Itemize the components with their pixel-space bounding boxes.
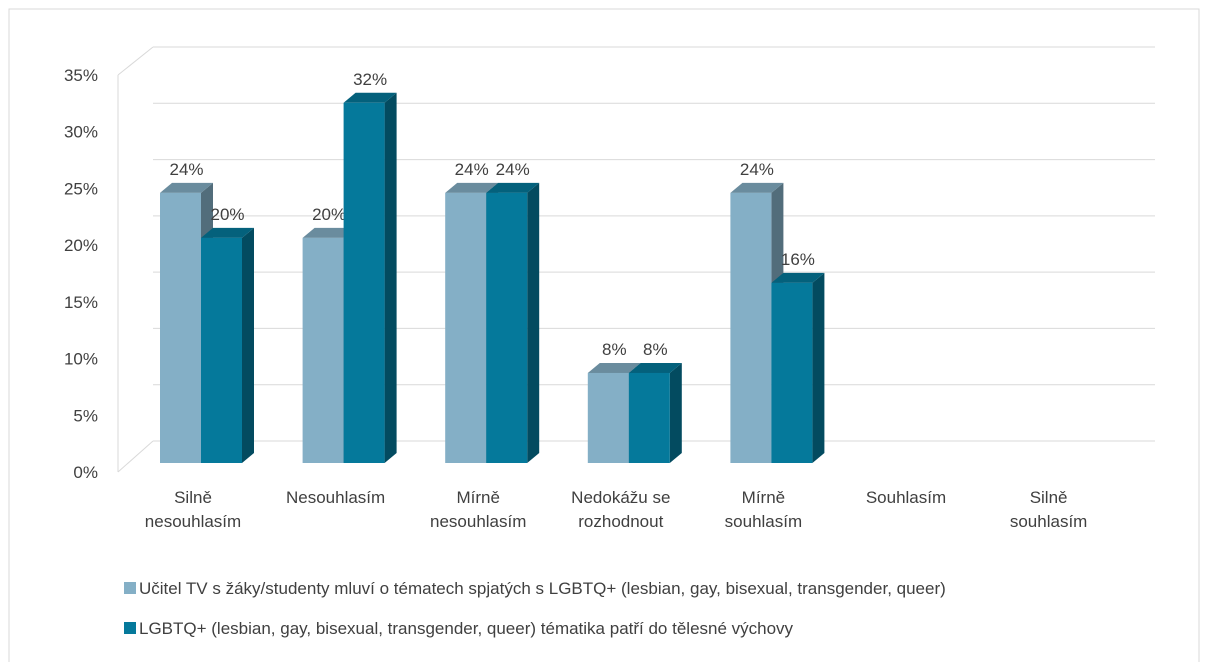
bar-front [201,237,242,463]
axis-wall [117,440,154,473]
bar-top [771,272,825,283]
bar-side [527,182,540,464]
bar-front [730,192,772,464]
bar-front [628,372,670,463]
bar-top [587,362,641,373]
value-label: 20% [210,205,244,224]
value-label: 8% [602,340,627,359]
x-tick-label: Silně souhlasím [1010,488,1087,531]
bar-top [201,227,254,238]
value-label: 24% [740,160,774,179]
bar-front [445,192,487,464]
value-label: 24% [496,160,530,179]
bar [201,227,254,463]
value-label: 20% [312,205,346,224]
value-label: 32% [353,70,387,89]
value-label: 24% [169,160,203,179]
y-tick-label: 20% [64,236,98,255]
x-tick-label: Souhlasím [866,488,946,507]
bar [628,362,682,463]
bar-top [486,182,540,193]
axis-wall [117,46,154,76]
bar-top [160,182,213,193]
bar-top [628,362,682,373]
y-tick-label: 30% [64,123,98,142]
bar [343,92,397,464]
y-tick-label: 5% [73,406,98,425]
legend-label: LGBTQ+ (lesbian, gay, bisexual, transgen… [139,619,794,638]
x-tick-label: Mírně nesouhlasím [430,488,526,531]
x-tick-label: Silně nesouhlasím [145,488,241,531]
legend-label: Učitel TV s žáky/studenty mluví o témate… [139,579,946,598]
bar-front [343,102,385,464]
bar-side [242,227,254,463]
x-tick-label: Nesouhlasím [286,488,385,507]
y-tick-label: 35% [64,66,98,85]
bar-top [730,182,784,193]
bar-front [486,192,528,464]
bar-front [771,282,813,463]
x-tick-label: Mírně souhlasím [725,488,802,531]
y-tick-label: 25% [64,179,98,198]
bar-side [384,92,397,464]
y-tick-label: 15% [64,293,98,312]
bar-front [302,237,344,463]
bar-top [302,227,356,238]
value-label: 24% [455,160,489,179]
bar-front [160,192,201,464]
x-tick-label: Nedokážu se rozhodnout [571,488,670,531]
bar-front [587,372,629,463]
value-label: 8% [643,340,668,359]
y-tick-label: 10% [64,350,98,369]
value-label: 16% [781,250,815,269]
bar-side [669,362,682,463]
bar-top [343,92,397,103]
y-tick-label: 0% [73,463,98,482]
bar-side [812,272,825,463]
legend-swatch [124,622,136,634]
bar [771,272,825,463]
legend-swatch [124,582,136,594]
bar [486,182,540,464]
bar-top [445,182,499,193]
